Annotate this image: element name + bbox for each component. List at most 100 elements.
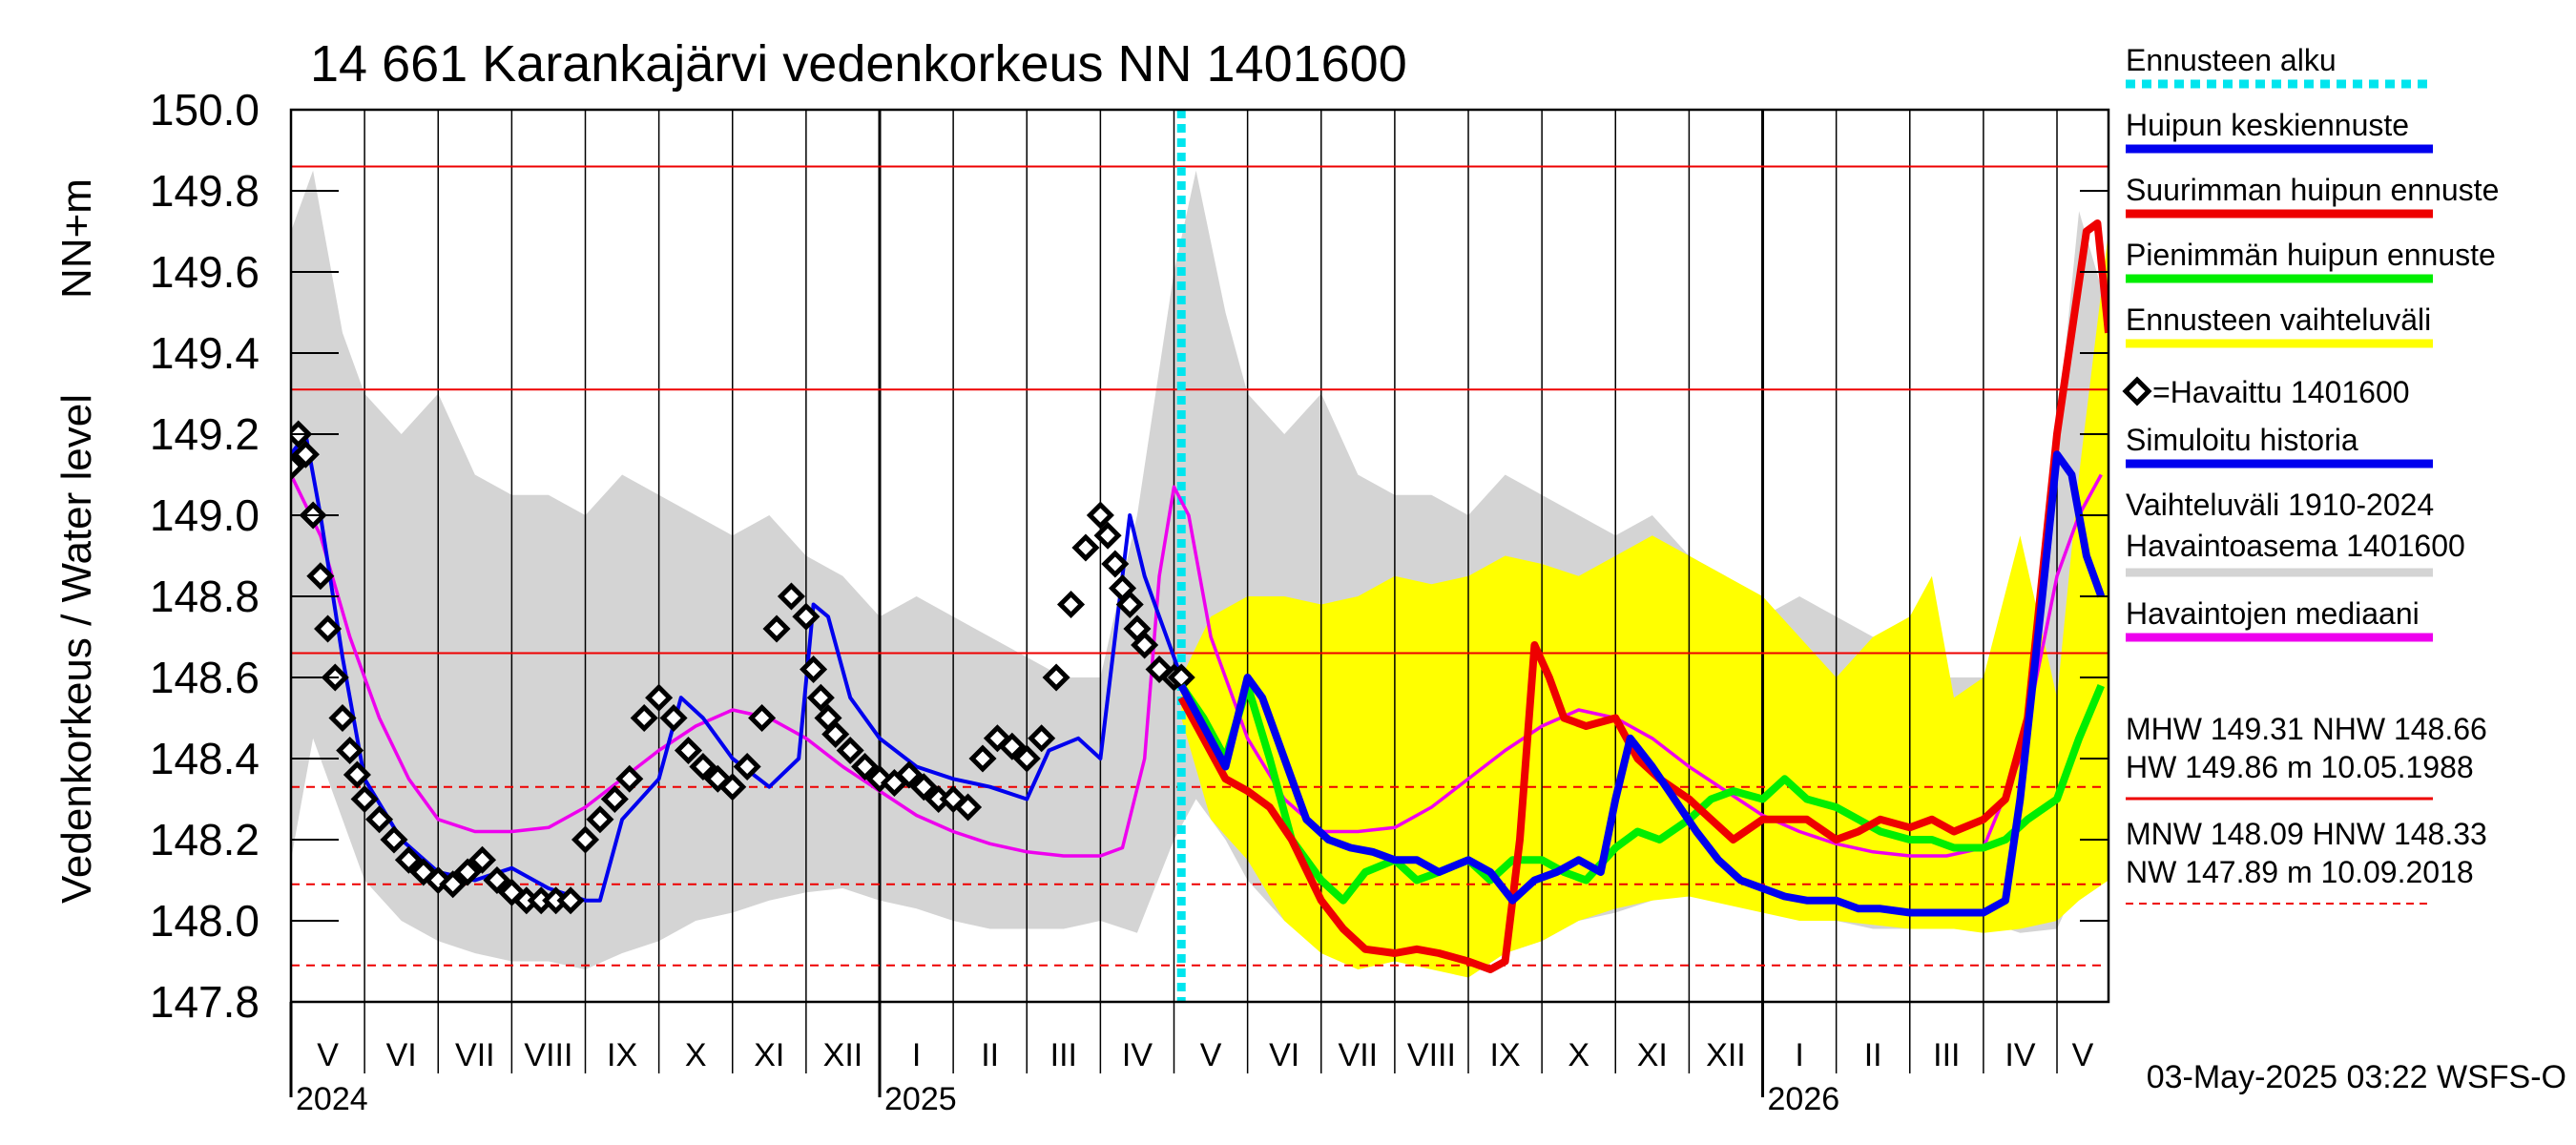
- month-label: VI: [1269, 1037, 1299, 1073]
- observed-point: [909, 773, 938, 802]
- observed-point: [291, 440, 320, 468]
- month-label: VIII: [1407, 1037, 1456, 1073]
- month-label: VII: [455, 1037, 495, 1073]
- legend-label: Vaihteluväli 1910-2024: [2126, 488, 2434, 522]
- plot-frame: [289, 108, 2110, 1004]
- observed-point: [365, 805, 394, 834]
- observed-point: [733, 752, 761, 781]
- month-label: V: [317, 1037, 339, 1073]
- observed-point: [689, 752, 717, 781]
- stats-line-1: MHW 149.31 NHW 148.66: [2126, 712, 2487, 746]
- year-label: 2026: [1768, 1081, 1840, 1117]
- observed-point: [748, 703, 777, 733]
- legend-label-2: Havaintoasema 1401600: [2126, 529, 2465, 563]
- legend-item: Huipun keskiennuste: [2126, 108, 2433, 154]
- y-tick-label: 149.0: [150, 490, 260, 540]
- legend-label: Havaintojen mediaani: [2126, 596, 2420, 631]
- series-huipun-keskiennuste: [1177, 450, 2106, 917]
- observed-point: [600, 784, 629, 814]
- observed-point: [556, 886, 585, 915]
- y-tick-label: 150.0: [150, 85, 260, 135]
- series-pienimm-n-huipun-ennuste: [1177, 681, 2105, 905]
- observed-point: [645, 683, 674, 712]
- month-label: XI: [754, 1037, 784, 1073]
- y-tick-label: 149.6: [150, 247, 260, 297]
- stats-block: MHW 149.31 NHW 148.66 HW 149.86 m 10.05.1…: [2126, 712, 2487, 801]
- legend-item: Simuloitu historia: [2126, 423, 2433, 468]
- y-tick-label: 148.2: [150, 815, 260, 864]
- observed-point: [1115, 590, 1144, 619]
- observed-point: [380, 825, 408, 854]
- observed-point: [998, 732, 1027, 760]
- observed-point: [777, 582, 805, 611]
- legend-label: Pienimmän huipun ennuste: [2126, 238, 2496, 272]
- month-label: XII: [1706, 1037, 1746, 1073]
- stats-line-1: MNW 148.09 HNW 148.33: [2126, 817, 2487, 851]
- y-tick-label: 149.8: [150, 166, 260, 216]
- observed-point: [336, 736, 364, 765]
- observed-point: [1012, 744, 1041, 773]
- observed-point: [836, 736, 864, 765]
- y-tick-label: 148.8: [150, 572, 260, 621]
- observed-point: [968, 744, 997, 773]
- series-havaintojen-mediaani: [291, 473, 2103, 858]
- observed-point: [800, 655, 828, 684]
- month-label: V: [1200, 1037, 1222, 1073]
- month-label: IX: [1490, 1037, 1521, 1073]
- observed-point: [1131, 631, 1159, 659]
- observed-point: [674, 736, 703, 765]
- observed-point: [806, 683, 835, 712]
- month-label: III: [1933, 1037, 1960, 1073]
- y-tick-label: 148.4: [150, 734, 260, 783]
- observed-point: [571, 825, 600, 854]
- observed-point: [630, 703, 658, 733]
- legend-label: Suurimman huipun ennuste: [2126, 173, 2499, 207]
- y-axis-label: Vedenkorkeus / Water level: [53, 394, 100, 904]
- month-label: IX: [607, 1037, 637, 1073]
- y-tick-label: 148.0: [150, 896, 260, 946]
- footer-timestamp: 03-May-2025 03:22 WSFS-O: [2147, 1059, 2566, 1095]
- y-tick-label: 149.2: [150, 409, 260, 459]
- legend-label: =Havaittu 1401600: [2152, 375, 2410, 409]
- reference-line-layer: [291, 165, 2109, 967]
- observed-point: [586, 805, 614, 834]
- month-label: IV: [2005, 1037, 2035, 1073]
- legend-label: Huipun keskiennuste: [2126, 108, 2409, 142]
- month-label: II: [981, 1037, 999, 1073]
- observed-point: [954, 793, 983, 822]
- observed-point: [394, 845, 423, 874]
- observed-point: [1101, 550, 1130, 578]
- month-label: VII: [1339, 1037, 1379, 1073]
- y-tick-label: 148.6: [150, 653, 260, 702]
- observed-point: [895, 760, 924, 789]
- band-ennusteen-vaihteluv-li: [1181, 231, 2109, 978]
- legend: Ennusteen alku Huipun keskiennuste Suurimm…: [2122, 43, 2499, 905]
- legend-item: Pienimmän huipun ennuste: [2126, 238, 2496, 283]
- observed-point: [821, 719, 850, 749]
- chart-title: 14 661 Karankajärvi vedenkorkeus NN 1401…: [310, 35, 1407, 93]
- month-label: I: [912, 1037, 921, 1073]
- month-label: III: [1050, 1037, 1077, 1073]
- legend-item: Ennusteen alku: [2126, 43, 2433, 89]
- observed-point: [1042, 663, 1070, 692]
- legend-swatch-diamond: [2122, 376, 2152, 406]
- month-label: X: [685, 1037, 707, 1073]
- month-label: XI: [1637, 1037, 1668, 1073]
- stats-line-2: NW 147.89 m 10.09.2018: [2126, 855, 2474, 889]
- observed-point: [453, 858, 482, 886]
- observed-point: [718, 773, 747, 802]
- legend-label: Ennusteen alku: [2126, 43, 2337, 77]
- stats-block: MNW 148.09 HNW 148.33 NW 147.89 m 10.09.2…: [2126, 817, 2487, 905]
- legend-item: Suurimman huipun ennuste: [2126, 173, 2499, 219]
- observed-point: [439, 870, 467, 899]
- observed-point: [1056, 590, 1086, 619]
- month-label: X: [1568, 1037, 1589, 1073]
- observed-point: [314, 614, 343, 643]
- legend-item: Havaintojen mediaani: [2126, 596, 2433, 642]
- observed-point: [306, 562, 335, 591]
- month-label: VI: [386, 1037, 417, 1073]
- legend-label: Ennusteen vaihteluväli: [2126, 302, 2431, 337]
- observed-point: [792, 602, 821, 631]
- observed-point: [328, 703, 357, 733]
